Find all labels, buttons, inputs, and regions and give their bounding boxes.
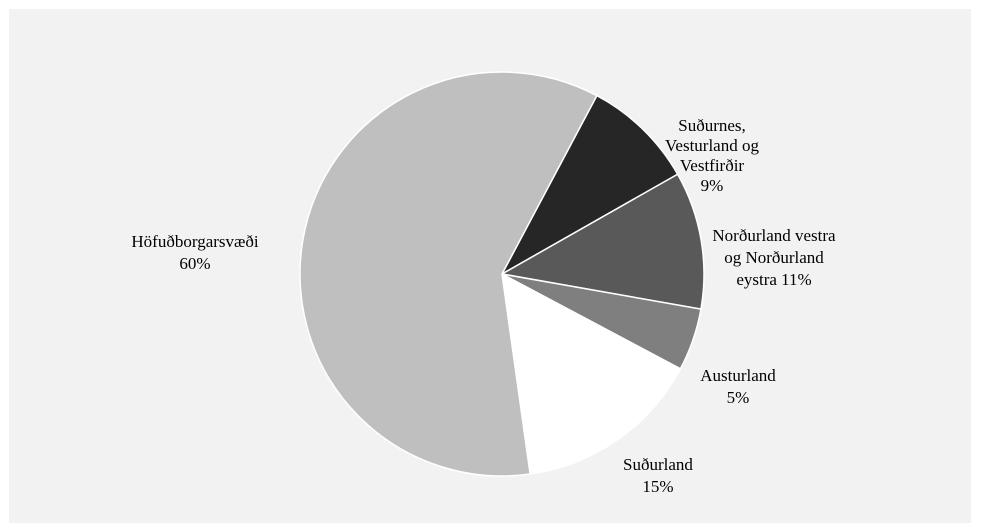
pie-slice <box>500 94 679 276</box>
slice-labels: Suðurnes, Vesturland og Vestfirðir 9% Norður… <box>131 116 836 496</box>
slice-label: Suðurnes, Vesturland og Vestfirðir 9% <box>665 116 759 195</box>
slice-label-line: Suðurland <box>623 455 693 474</box>
slice-label-line: Austurland <box>700 366 776 385</box>
slice-label-line: 60% <box>179 254 210 273</box>
slice-label-line: og Norðurland <box>724 248 824 267</box>
pie-slice <box>299 71 598 477</box>
slice-label: Suðurland 15% <box>623 455 693 496</box>
slice-label: Höfuðborgarsvæði 60% <box>131 232 258 273</box>
slice-label-line: Suðurnes, <box>678 116 746 135</box>
slice-label: Norðurland vestra og Norðurland eystra 11% <box>712 226 836 289</box>
slice-label-line: eystra 11% <box>736 270 811 289</box>
pie-slice <box>501 272 682 475</box>
slice-label-line: 15% <box>642 477 673 496</box>
pie-slices <box>299 71 705 477</box>
slice-label: Austurland 5% <box>700 366 776 407</box>
slice-label-line: Norðurland vestra <box>712 226 836 245</box>
slice-label-line: Vestfirðir <box>680 156 745 175</box>
slice-label-line: 9% <box>701 176 724 195</box>
slice-label-line: Vesturland og <box>665 136 759 155</box>
pie-slice <box>499 173 705 310</box>
slice-label-line: 5% <box>727 388 750 407</box>
slice-label-line: Höfuðborgarsvæði <box>131 232 258 251</box>
